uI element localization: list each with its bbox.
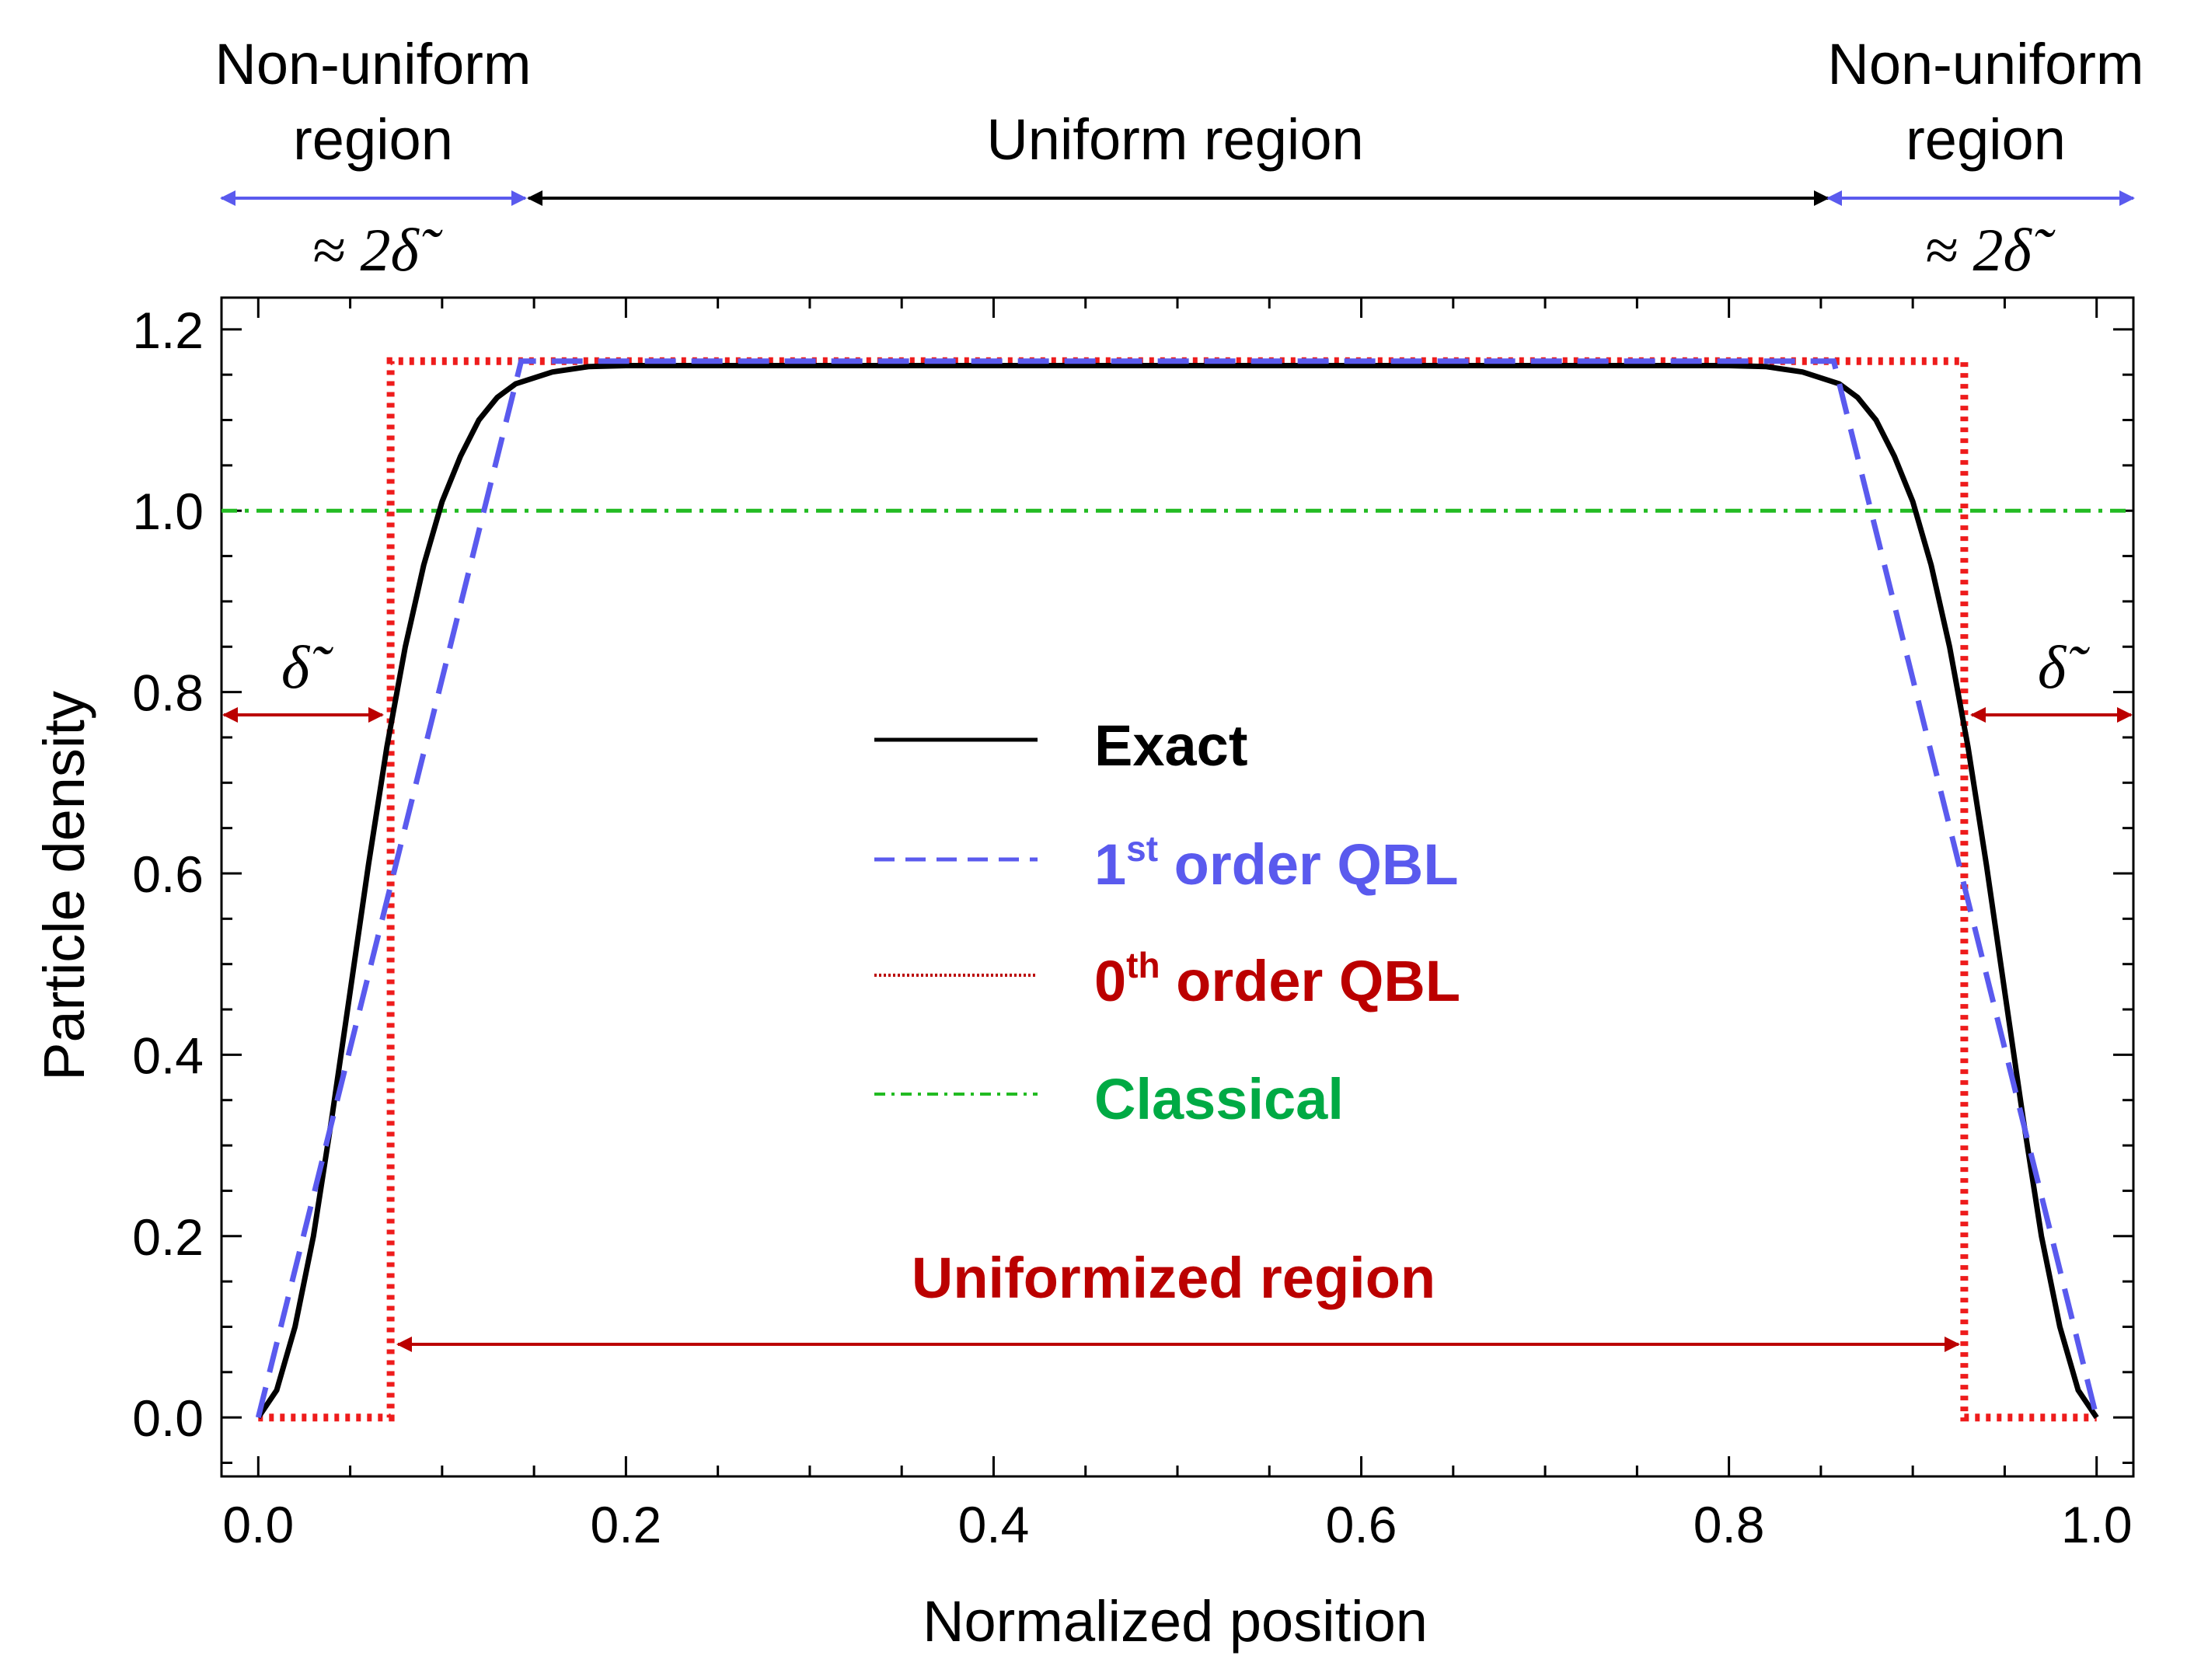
axis-ticks [221,298,2133,1476]
x-axis-label: Normalized position [923,1589,1428,1654]
legend: Exact 1st order QBL 0th order QBL Classi… [874,713,1460,1131]
delta-label-left: δ̃ [281,633,333,701]
x-tick-label: 1.0 [2061,1496,2133,1553]
legend-label-0th-order: 0th order QBL [1094,945,1460,1013]
nonuniform-right-line2: region [1906,107,2066,172]
x-tick-label: 0.8 [1693,1496,1765,1553]
legend-label-exact: Exact [1094,713,1247,778]
uniformized-region-label: Uniformized region [912,1246,1435,1310]
y-tick-label: 1.2 [132,301,204,359]
x-tick-label: 0.6 [1326,1496,1397,1553]
legend-label-classical: Classical [1094,1067,1344,1131]
y-tick-label: 1.0 [132,483,204,540]
legend-label-1st-order: 1st order QBL [1094,828,1459,897]
x-tick-label: 0.4 [958,1496,1030,1553]
y-tick-label: 0.8 [132,664,204,722]
approx-2delta-right: ≈ 2δ̃ [1924,216,2056,284]
y-tick-label: 0.6 [132,845,204,903]
x-tick-label: 0.0 [222,1496,294,1553]
nonuniform-left-line2: region [293,107,453,172]
y-tick-label: 0.2 [132,1208,204,1266]
y-tick-label: 0.4 [132,1026,204,1084]
series-0th-order-qbl [258,357,2097,1422]
delta-label-right: δ̃ [2038,633,2090,701]
nonuniform-right-line1: Non-uniform [1827,32,2143,96]
y-tick-label: 0.0 [132,1389,204,1447]
series-1st-order-qbl [255,358,2100,1419]
approx-2delta-left: ≈ 2δ̃ [312,216,443,284]
x-tick-label: 0.2 [591,1496,662,1553]
series-exact [256,363,2099,1420]
nonuniform-left-line1: Non-uniform [215,32,531,96]
y-axis-label: Particle density [32,691,96,1081]
uniform-region-label: Uniform region [986,107,1363,172]
